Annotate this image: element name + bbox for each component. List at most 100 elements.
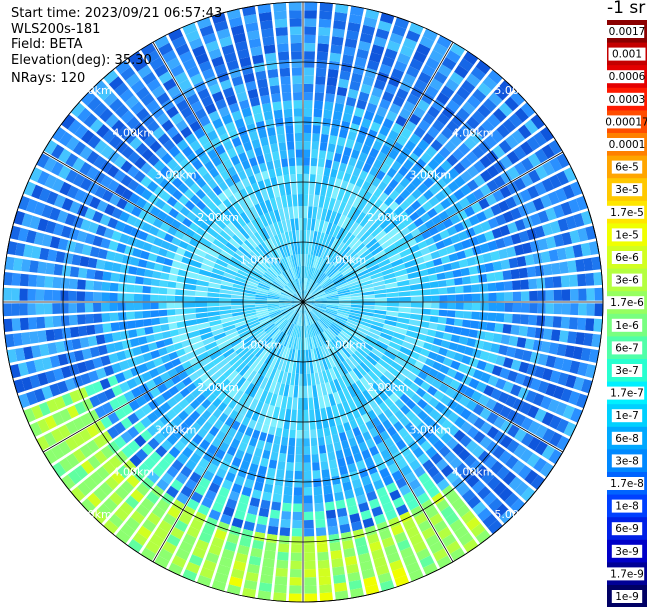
ray-bin [441, 485, 455, 498]
ray-bin [282, 321, 290, 333]
ray-bin [383, 387, 394, 397]
ray-bin [174, 295, 184, 302]
ray-bin [325, 289, 338, 295]
colorbar-label: 0.0003 [609, 94, 646, 106]
ray-bin [305, 325, 309, 338]
ray-bin [79, 256, 90, 267]
ray-bin [95, 334, 106, 345]
ray-bin [350, 587, 364, 599]
ray-bin [64, 213, 76, 226]
ray-bin [330, 127, 339, 137]
ray-bin [253, 112, 264, 123]
ray-bin [262, 102, 272, 113]
ray-bin [189, 357, 199, 366]
ray-bin [276, 175, 284, 185]
ray-bin [102, 323, 112, 333]
ray-bin [561, 289, 571, 301]
ray-bin [505, 395, 517, 408]
ray-bin [341, 374, 351, 388]
ray-bin [177, 269, 187, 277]
ray-bin [58, 148, 72, 164]
ray-bin [324, 311, 336, 319]
range-ring-label: 3.00km [409, 423, 451, 436]
ray-bin [526, 266, 537, 278]
ray-bin [468, 266, 478, 275]
ray-bin [340, 330, 352, 340]
colorbar-label: 1e-9 [615, 591, 639, 603]
ray-bin [338, 128, 349, 139]
ray-bin [207, 292, 220, 298]
ray-bin [211, 328, 225, 336]
ray-bin [231, 218, 243, 231]
ray-bin [224, 328, 238, 336]
ray-bin [87, 257, 98, 269]
ray-bin [325, 310, 337, 317]
ray-bin [466, 256, 477, 267]
ray-bin [395, 115, 408, 127]
ray-bin [272, 151, 280, 161]
ray-bin [277, 461, 286, 471]
ray-bin [298, 385, 303, 398]
ray-bin [360, 280, 373, 287]
ray-bin [504, 96, 519, 112]
ray-bin [162, 78, 177, 91]
ray-bin [417, 410, 429, 421]
ray-bin [293, 294, 303, 302]
ray-bin [284, 309, 294, 318]
ray-bin [534, 148, 548, 164]
ray-bin [313, 194, 320, 208]
ray-bin [109, 312, 119, 322]
ray-bin [343, 547, 356, 558]
ray-bin [445, 387, 457, 398]
ray-bin [191, 388, 202, 399]
ray-bin [428, 196, 440, 207]
ray-bin [132, 122, 146, 136]
ray-bin [441, 106, 455, 119]
ray-bin [388, 341, 402, 351]
ray-bin [89, 395, 101, 408]
ray-bin [293, 349, 298, 362]
ray-bin [452, 443, 465, 456]
ray-bin [555, 187, 568, 203]
ray-bin [333, 212, 342, 226]
ray-bin [338, 305, 351, 310]
ray-bin [108, 353, 119, 364]
ray-bin [215, 358, 229, 370]
ray-bin [492, 333, 503, 343]
ray-bin [309, 361, 314, 374]
ray-bin [178, 240, 189, 250]
ray-bin [232, 283, 245, 290]
ray-bin [299, 278, 302, 291]
ray-bin [406, 65, 420, 78]
ray-bin [270, 143, 279, 153]
ray-bin [120, 417, 133, 430]
ray-bin [358, 152, 368, 163]
ray-bin [300, 254, 303, 266]
ray-bin [484, 262, 495, 273]
ray-bin [133, 293, 143, 302]
ray-bin [456, 107, 470, 121]
ray-bin [316, 59, 328, 69]
ray-bin [334, 102, 344, 113]
ray-bin [304, 552, 316, 562]
ray-bin [345, 342, 357, 353]
ray-bin [279, 299, 292, 302]
ray-bin [348, 14, 363, 25]
ray-bin [120, 431, 133, 444]
ray-bin [273, 209, 281, 222]
ray-bin [254, 387, 264, 401]
ray-bin [96, 391, 109, 404]
ray-bin [583, 333, 594, 347]
ray-bin [344, 272, 357, 280]
ray-bin [109, 491, 124, 506]
ray-bin [117, 125, 131, 139]
ray-bin [290, 552, 302, 562]
ray-bin [175, 308, 184, 315]
ray-bin [123, 459, 137, 473]
ray-bin [231, 308, 244, 313]
ray-bin [297, 397, 303, 410]
ray-bin [207, 129, 218, 141]
ray-bin [176, 492, 189, 505]
colorbar-label: 0.0017 [609, 26, 646, 38]
ray-bin [222, 245, 235, 256]
